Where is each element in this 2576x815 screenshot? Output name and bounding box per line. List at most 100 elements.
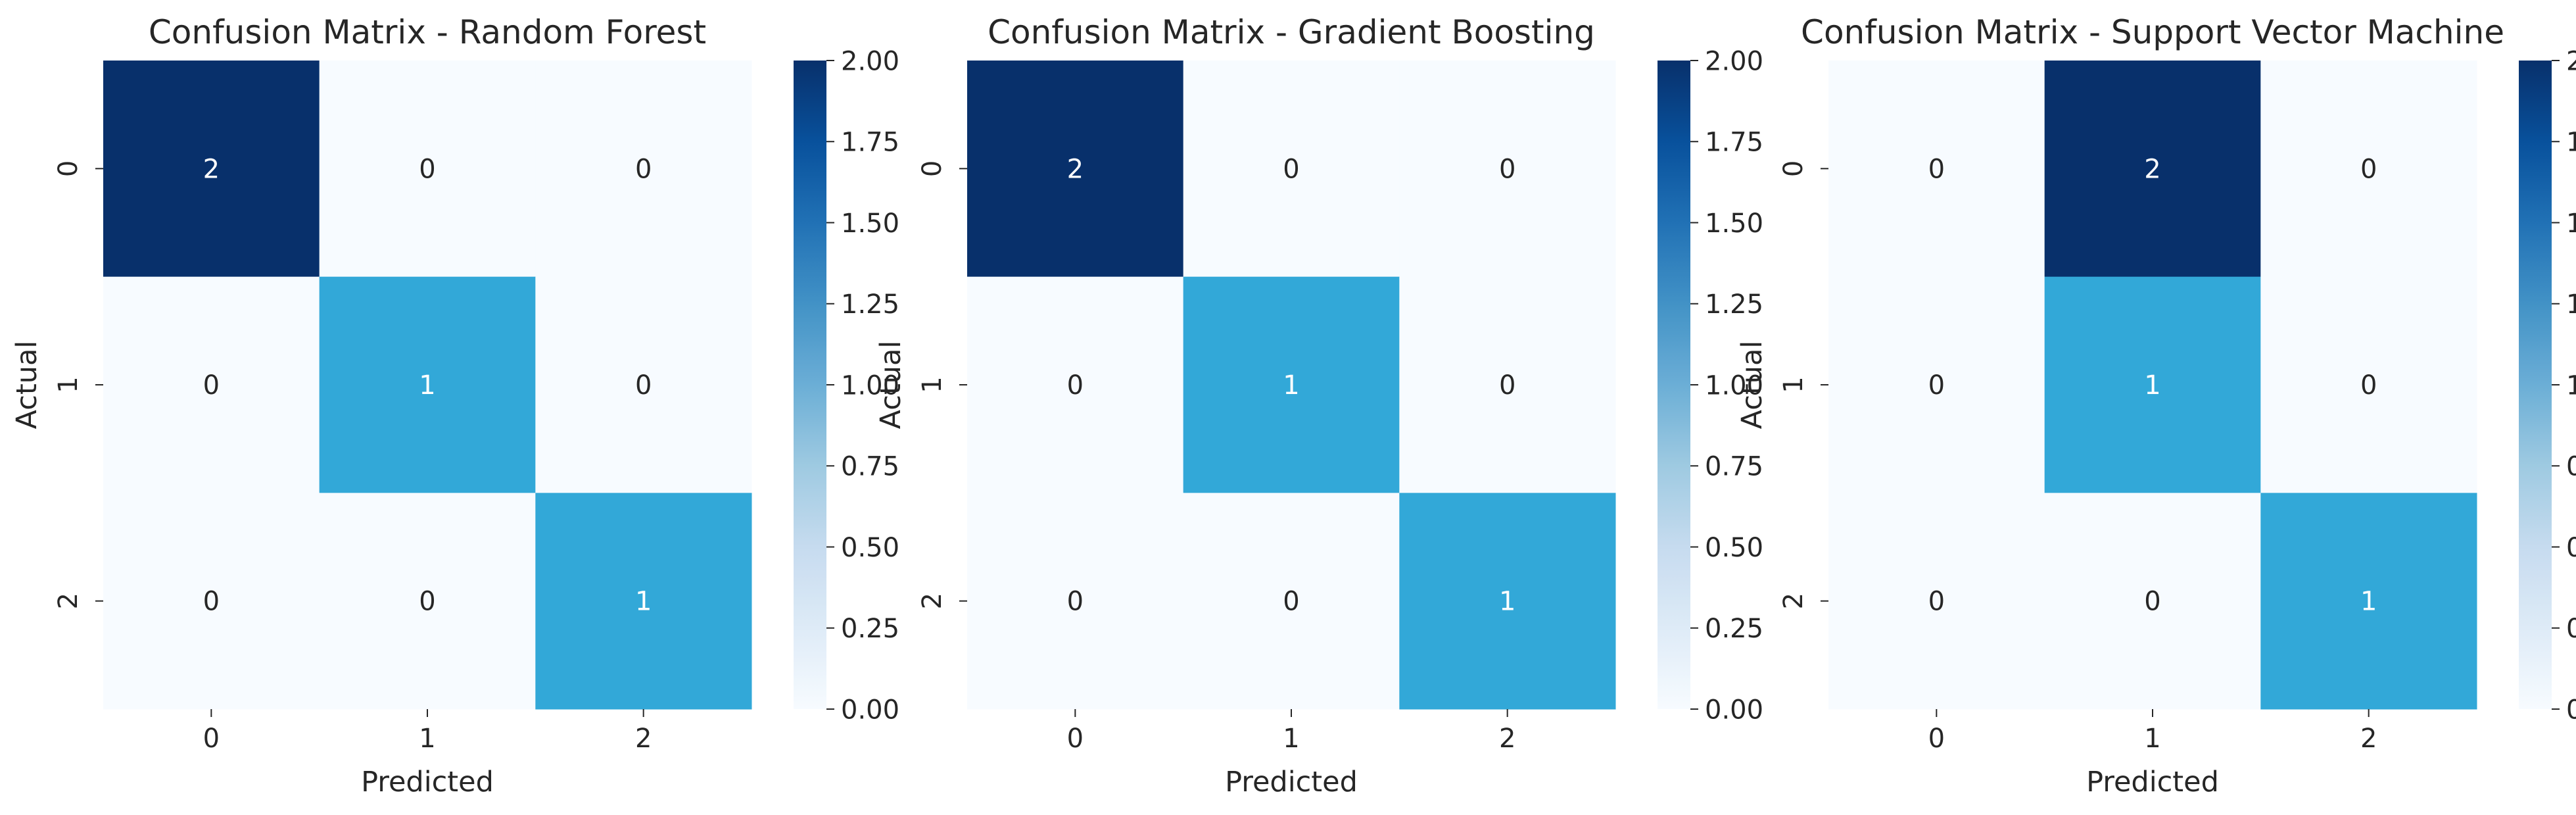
cell-annotation-1-1: 1: [2144, 370, 2160, 401]
confusion-matrix-panel-2: Confusion Matrix - Support Vector Machin…: [1736, 13, 2576, 799]
cell-annotation-1-1: 1: [419, 370, 435, 401]
colorbar-tick-label: 1.75: [1705, 128, 1763, 158]
confusion-matrix-panel-1: Confusion Matrix - Gradient Boosting 2 0 0 0…: [874, 13, 1763, 799]
x-tick-label: 2: [635, 724, 652, 754]
heatmap-cell-0-2: [1399, 61, 1616, 278]
x-axis-label: Predicted: [2086, 766, 2219, 799]
heatmap-cell-0-0: [967, 61, 1184, 278]
colorbar-tick-label: 0.25: [841, 614, 899, 644]
heatmap-cell-1-0: [103, 276, 320, 493]
heatmap-cell-1-1: [319, 276, 536, 493]
x-axis-label: Predicted: [361, 766, 494, 799]
heatmap-cell-2-2: [1399, 493, 1616, 710]
y-tick-label: 2: [917, 593, 947, 609]
colorbar-tick-label: 1.00: [1705, 370, 1763, 401]
cell-annotation-0-1: 2: [2144, 154, 2160, 184]
cell-annotation-2-1: 0: [2144, 587, 2160, 617]
cell-annotation-0-1: 0: [1283, 154, 1299, 184]
chart-title: Confusion Matrix - Support Vector Machin…: [1801, 13, 2504, 51]
heatmap-cell-2-2: [2260, 493, 2477, 710]
cell-annotation-2-2: 1: [1499, 587, 1515, 617]
cell-annotation-1-0: 0: [1928, 370, 1945, 401]
chart-title: Confusion Matrix - Random Forest: [149, 13, 706, 51]
heatmap-cell-0-1: [319, 61, 536, 278]
colorbar: [2519, 61, 2552, 709]
heatmap-cell-1-1: [2044, 276, 2261, 493]
cell-annotation-0-0: 0: [1928, 154, 1945, 184]
cell-annotation-0-1: 0: [419, 154, 435, 184]
cell-annotation-0-2: 0: [1499, 154, 1515, 184]
colorbar-tick-label: 1.25: [2566, 289, 2576, 320]
y-tick-label: 0: [53, 161, 83, 177]
colorbar-tick-label: 0.75: [2566, 452, 2576, 482]
x-tick-label: 0: [1928, 724, 1945, 754]
colorbar-tick-label: 1.75: [2566, 128, 2576, 158]
heatmap-cell-2-0: [1828, 493, 2045, 710]
cell-annotation-0-2: 0: [635, 154, 652, 184]
y-axis-label: Actual: [1736, 341, 1769, 430]
heatmap-cell-0-2: [2260, 61, 2477, 278]
confusion-matrix-panel-0: Confusion Matrix - Random Forest 2 0 0 0 1 0 0 0…: [11, 13, 899, 799]
cell-annotation-2-0: 0: [1928, 587, 1945, 617]
y-tick-label: 2: [1778, 593, 1809, 609]
heatmap-cell-0-1: [2044, 61, 2261, 278]
colorbar-tick-label: 1.00: [841, 370, 899, 401]
cell-annotation-2-0: 0: [203, 587, 220, 617]
x-tick-label: 2: [1499, 724, 1515, 754]
heatmap-cell-1-0: [1828, 276, 2045, 493]
cell-annotation-1-1: 1: [1283, 370, 1299, 401]
x-tick-label: 1: [1283, 724, 1299, 754]
colorbar-tick-label: 0.75: [1705, 452, 1763, 482]
cell-annotation-1-0: 0: [203, 370, 220, 401]
y-tick-label: 0: [1778, 161, 1809, 177]
chart-title: Confusion Matrix - Gradient Boosting: [988, 13, 1595, 51]
heatmap-cell-0-1: [1183, 61, 1400, 278]
colorbar-tick-label: 0.00: [2566, 695, 2576, 725]
colorbar-tick-label: 0.25: [1705, 614, 1763, 644]
colorbar-tick-label: 2.00: [1705, 46, 1763, 76]
y-tick-label: 0: [917, 161, 947, 177]
colorbar-tick-label: 0.25: [2566, 614, 2576, 644]
colorbar-tick-label: 0.50: [841, 533, 899, 563]
heatmap-cell-2-1: [319, 493, 536, 710]
x-tick-label: 0: [203, 724, 220, 754]
cell-annotation-2-0: 0: [1067, 587, 1084, 617]
heatmap-cell-2-1: [1183, 493, 1400, 710]
heatmap-cell-0-0: [1828, 61, 2045, 278]
heatmap-cell-1-2: [535, 276, 752, 493]
y-tick-label: 1: [53, 376, 83, 393]
colorbar-tick-label: 1.50: [2566, 209, 2576, 239]
colorbar: [794, 61, 826, 709]
heatmap-cell-0-0: [103, 61, 320, 278]
cell-annotation-2-2: 1: [635, 587, 652, 617]
cell-annotation-2-1: 0: [419, 587, 435, 617]
cell-annotation-2-1: 0: [1283, 587, 1299, 617]
cell-annotation-1-0: 0: [1067, 370, 1084, 401]
colorbar-tick-label: 0.50: [1705, 533, 1763, 563]
cell-annotation-1-2: 0: [2360, 370, 2377, 401]
heatmap-cell-1-0: [967, 276, 1184, 493]
colorbar-tick-label: 0.75: [841, 452, 899, 482]
colorbar-tick-label: 1.25: [841, 289, 899, 320]
x-tick-label: 0: [1067, 724, 1084, 754]
y-tick-label: 1: [917, 376, 947, 393]
heatmap-cell-2-0: [103, 493, 320, 710]
colorbar-tick-label: 0.00: [1705, 695, 1763, 725]
x-tick-label: 1: [2144, 724, 2160, 754]
heatmap-cell-0-2: [535, 61, 752, 278]
x-tick-label: 2: [2360, 724, 2377, 754]
colorbar-tick-label: 0.00: [841, 695, 899, 725]
colorbar-tick-label: 1.00: [2566, 370, 2576, 401]
colorbar-tick-label: 0.50: [2566, 533, 2576, 563]
y-tick-label: 2: [53, 593, 83, 609]
cell-annotation-1-2: 0: [1499, 370, 1515, 401]
heatmap-cell-2-0: [967, 493, 1184, 710]
colorbar: [1658, 61, 1690, 709]
colorbar-tick-label: 1.50: [1705, 209, 1763, 239]
cell-annotation-0-0: 2: [1067, 154, 1084, 184]
colorbar-tick-label: 1.75: [841, 128, 899, 158]
cell-annotation-2-2: 1: [2360, 587, 2377, 617]
cell-annotation-0-2: 0: [2360, 154, 2377, 184]
colorbar-tick-label: 1.50: [841, 209, 899, 239]
y-axis-label: Actual: [874, 341, 907, 430]
